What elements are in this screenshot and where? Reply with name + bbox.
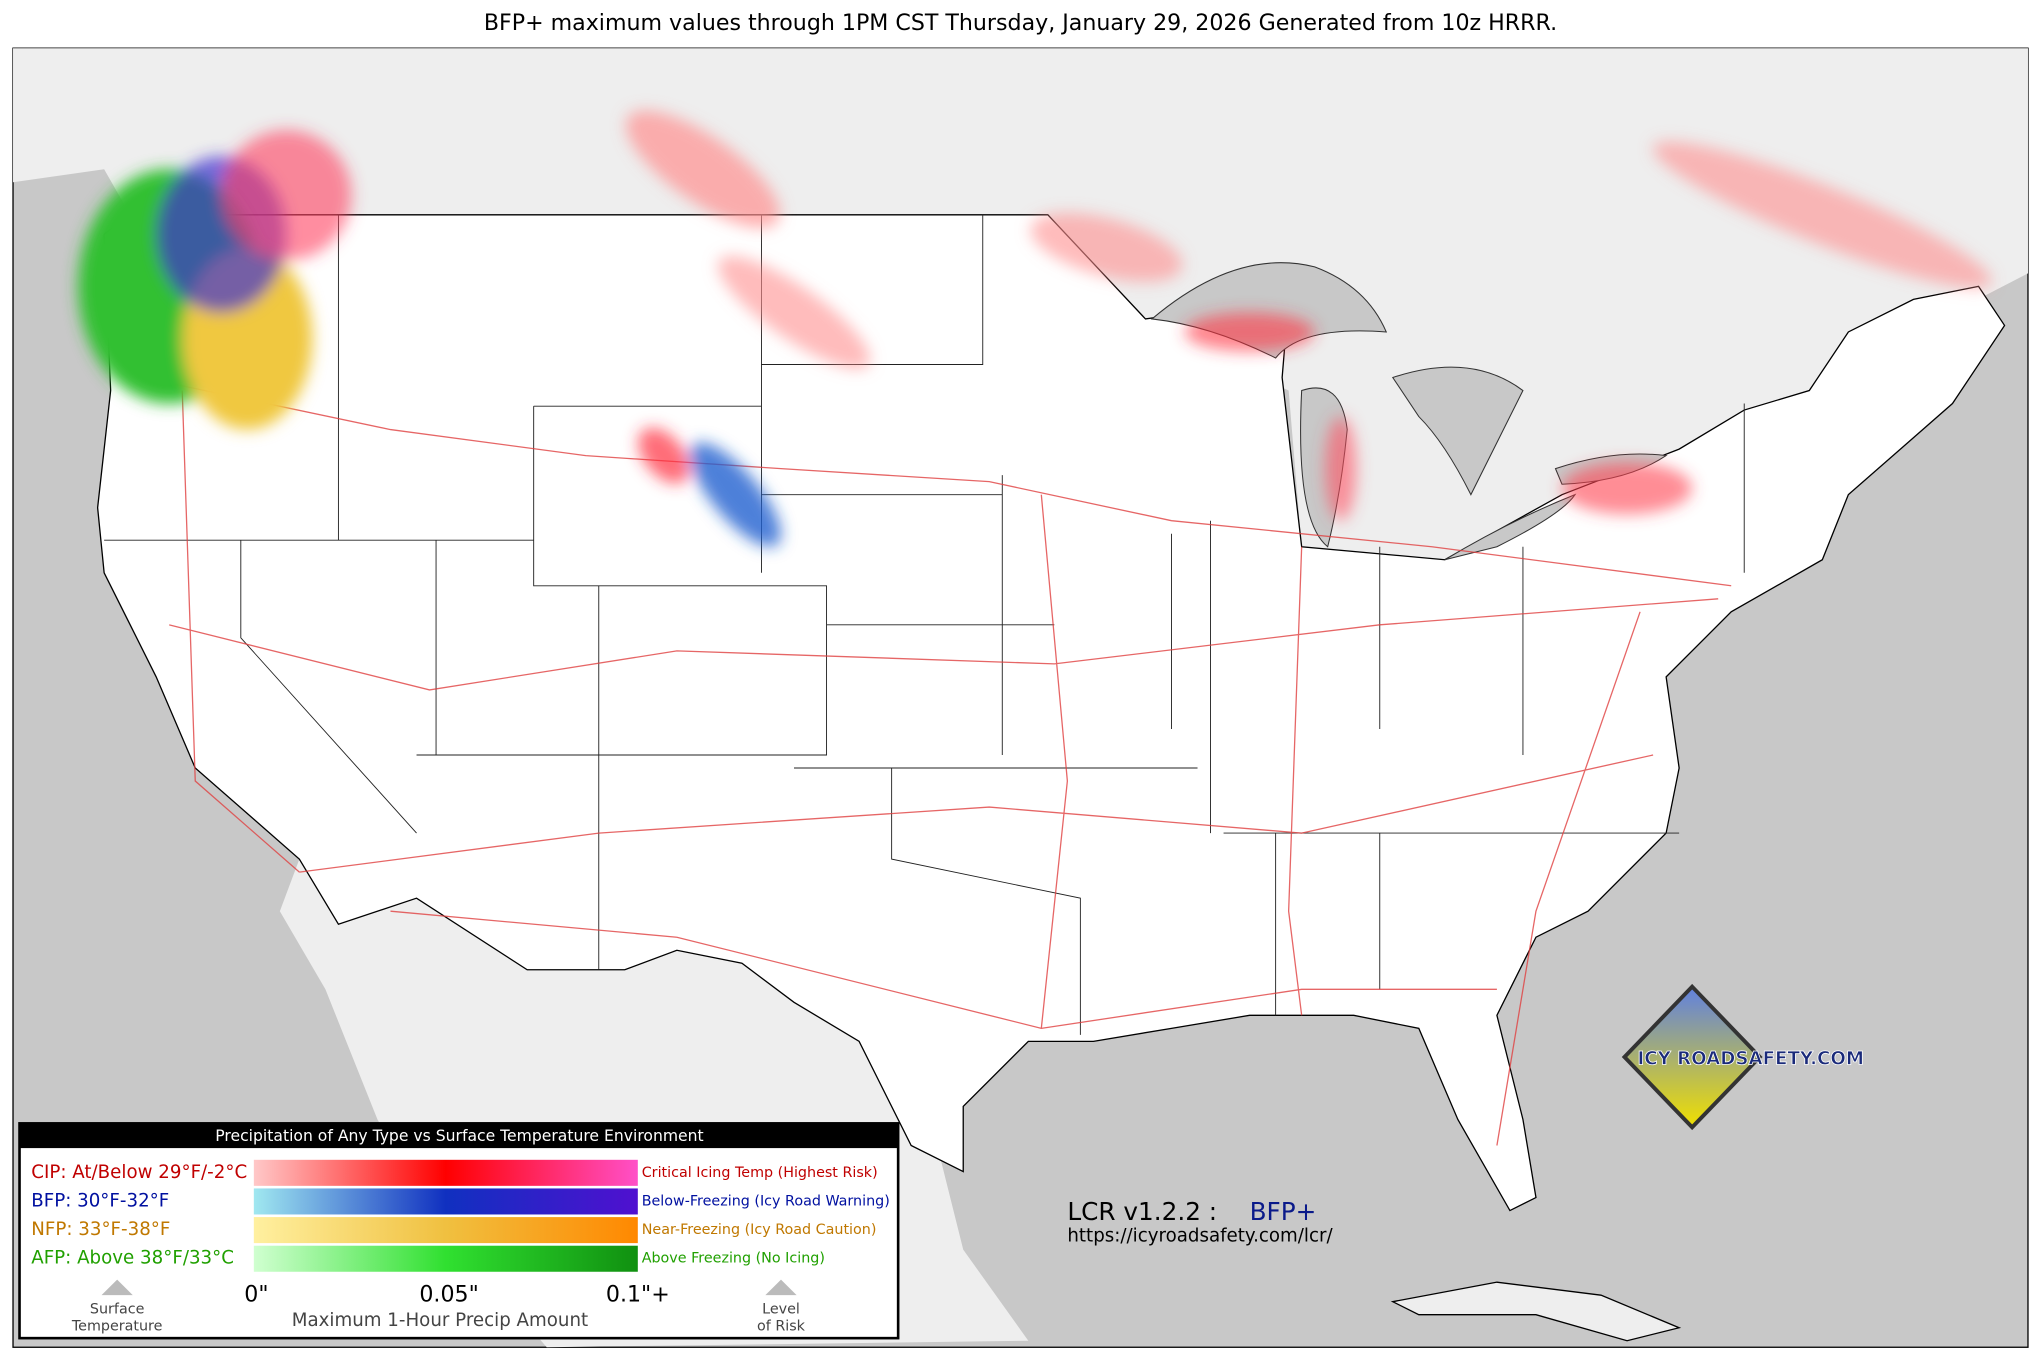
arrow-label: of Risk — [757, 1318, 806, 1334]
highway — [143, 376, 1732, 1146]
legend-description: Near-Freezing (Icy Road Caution) — [642, 1222, 877, 1238]
cip-area — [1325, 416, 1357, 521]
color-bar — [253, 1159, 638, 1186]
legend-label: BFP: 30°F-32°F — [31, 1190, 169, 1211]
state-border — [104, 214, 1745, 1035]
cip-area — [1653, 141, 1992, 289]
cip-area — [625, 110, 780, 228]
color-bar — [253, 1217, 638, 1244]
legend-header-bar — [19, 1123, 899, 1149]
legend-label: NFP: 33°F-38°F — [31, 1219, 170, 1240]
arrow-icon — [101, 1279, 133, 1296]
cip-area — [221, 130, 352, 261]
legend-description: Below-Freezing (Icy Road Warning) — [642, 1193, 890, 1209]
arrow-icon — [765, 1279, 797, 1296]
legend: Precipitation of Any Type vs Surface Tem… — [18, 1122, 900, 1340]
bfp-area — [689, 442, 781, 547]
state-borders — [104, 214, 1745, 1035]
logo: ICY ROADSAFETY.COM — [1621, 983, 1864, 1131]
arrow-label: Surface — [90, 1302, 145, 1318]
cip-area — [638, 427, 690, 484]
lake-huron — [1391, 366, 1524, 496]
highways — [143, 376, 1732, 1146]
logo-text: ICY ROADSAFETY.COM — [1637, 1049, 1864, 1070]
canada — [13, 48, 2028, 560]
product: BFP+ — [1250, 1197, 1317, 1226]
cip-area — [717, 255, 871, 369]
cip-area — [1561, 462, 1693, 515]
legend-description: Above Freezing (No Icing) — [642, 1251, 825, 1267]
map-title: BFP+ maximum values through 1PM CST Thur… — [484, 10, 1557, 36]
scale-title: Maximum 1-Hour Precip Amount — [292, 1310, 588, 1331]
color-bar — [253, 1188, 638, 1215]
legend-header: Precipitation of Any Type vs Surface Tem… — [215, 1127, 703, 1145]
version: LCR v1.2.2 : — [1067, 1197, 1217, 1226]
scale-tick: 0.05" — [419, 1282, 478, 1308]
arrow-label: Temperature — [71, 1318, 163, 1334]
scale-tick: 0" — [244, 1282, 268, 1308]
color-bar — [253, 1245, 638, 1272]
legend-label: AFP: Above 38°F/33°C — [31, 1248, 234, 1269]
logo-diamond — [1621, 983, 1763, 1131]
url: https://icyroadsafety.com/lcr/ — [1067, 1226, 1333, 1247]
legend-label: CIP: At/Below 29°F/-2°C — [31, 1162, 247, 1183]
arrow-label: Level — [762, 1302, 800, 1318]
cip-area — [1030, 213, 1183, 282]
cip-area — [1184, 312, 1315, 352]
cuba — [1390, 1281, 1682, 1342]
precipitation — [78, 110, 1992, 547]
legend-description: Critical Icing Temp (Highest Risk) — [642, 1165, 878, 1181]
scale-tick: 0.1"+ — [606, 1282, 670, 1308]
